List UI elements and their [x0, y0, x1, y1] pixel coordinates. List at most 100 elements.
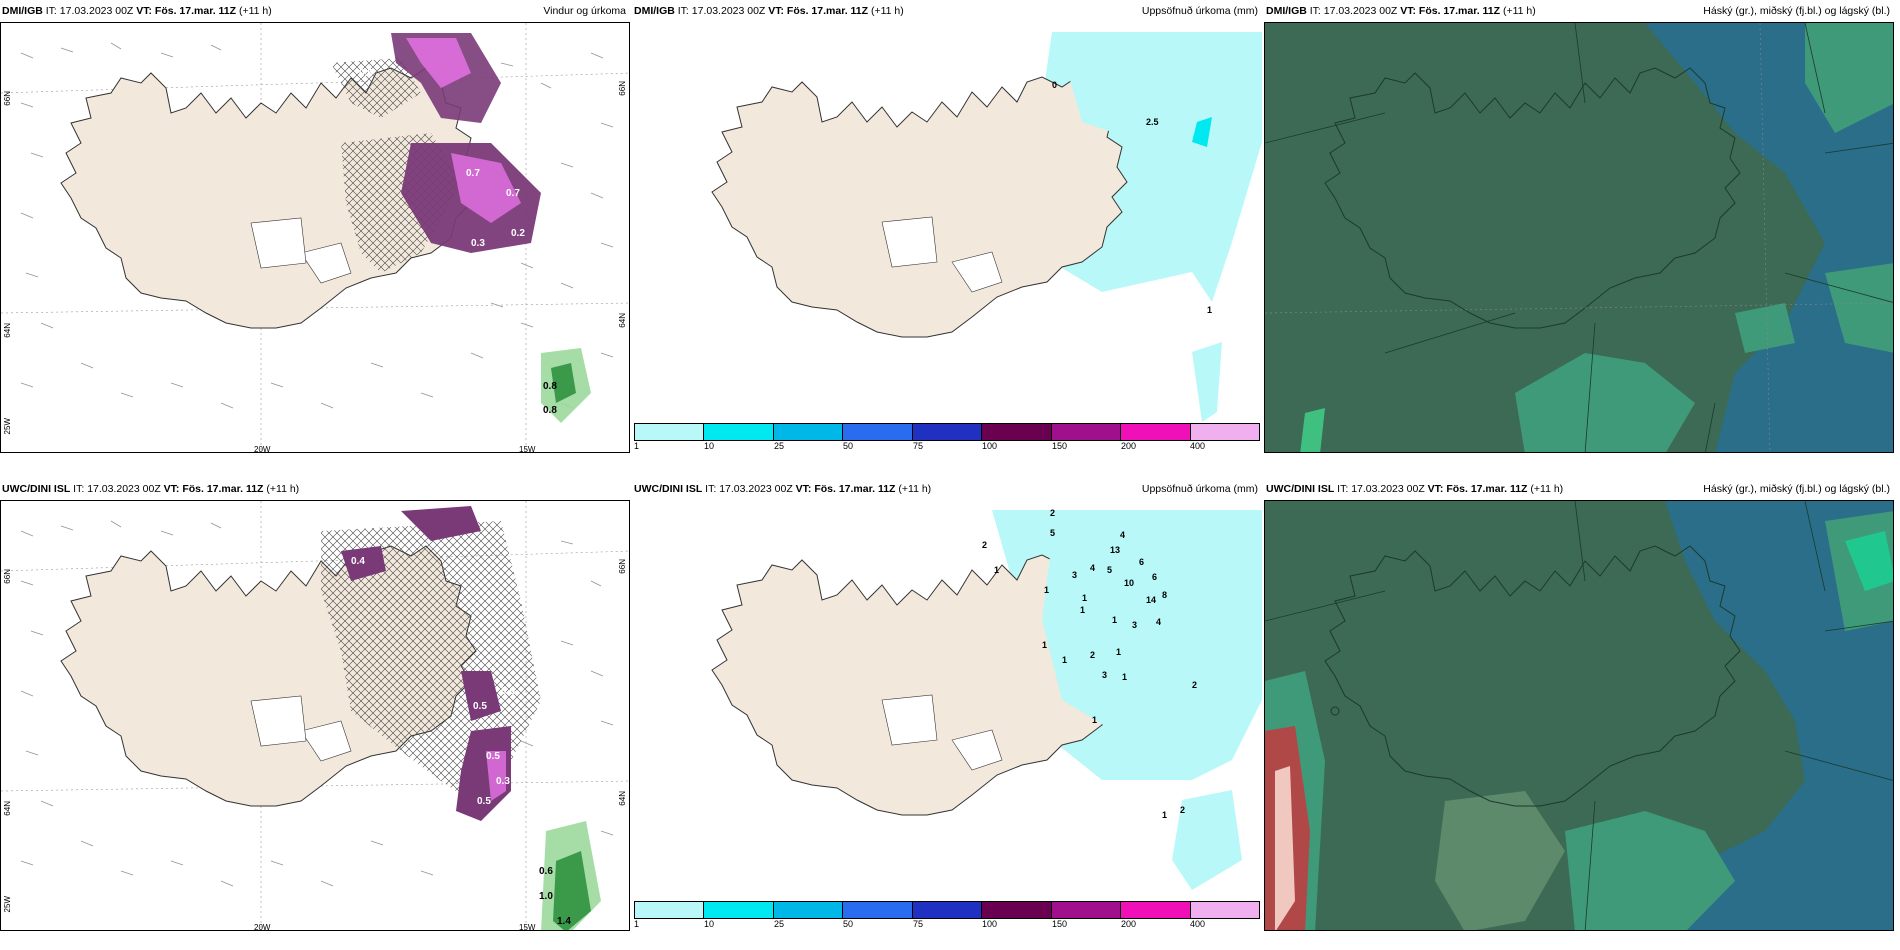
map-area[interactable]: 0.4 0.5 0.6 0.5 0.3 0.5 0.6 1.0 1.4 20W …: [0, 500, 630, 931]
lead-time: (+11 h): [266, 483, 300, 495]
precip-amount-label: 6: [1152, 572, 1158, 582]
lon-label-25w: 25W: [3, 418, 12, 435]
precip-amount-label: 1: [1080, 605, 1086, 615]
precip-value-label: 0.2: [511, 228, 525, 239]
lat-label-64n-right: 64N: [618, 313, 627, 328]
precip-value-label: 0.7: [506, 188, 520, 199]
colorbar-label: 200: [1121, 441, 1137, 451]
colorbar-label: 100: [982, 441, 998, 451]
panel-title: Uppsöfnuð úrkoma (mm): [1141, 483, 1258, 495]
precip-amount-label: 5: [1050, 528, 1056, 538]
model-name: UWC/DINI ISL: [634, 483, 703, 495]
precip-amount-label: 1: [994, 565, 1000, 575]
it-label: IT:: [45, 5, 57, 17]
model-name: DMI/IGB: [2, 5, 43, 17]
precip-value-label: 0.3: [471, 238, 485, 249]
colorbar-label: 50: [843, 919, 854, 929]
lat-label-66n: 66N: [3, 91, 12, 106]
lon-label-25w: 25W: [3, 896, 12, 913]
precip-amount-label: 2: [1180, 805, 1186, 815]
panel-title: Háský (gr.), miðský (fj.bl.) og lágský (…: [1703, 5, 1890, 17]
it-label: IT:: [73, 483, 85, 495]
colorbar-labels: 1 10 25 50 75 100 150 200 400: [634, 919, 1260, 931]
precip-amount-label: 1: [1207, 305, 1213, 315]
colorbar-label: 25: [774, 441, 785, 451]
colorbar-label: 1: [634, 919, 640, 929]
lead-time: (+11 h): [898, 483, 932, 495]
precip-amount-label: 1: [1044, 585, 1050, 595]
model-name: DMI/IGB: [1266, 5, 1307, 17]
precip-amount-label: 3: [1102, 670, 1108, 680]
precip-amount-label: 1: [1112, 615, 1118, 625]
colorbar-label: 25: [774, 919, 785, 929]
lat-label-66n-right: 66N: [618, 559, 627, 574]
precip-amount-label: 2.5: [1146, 117, 1159, 127]
init-time: 17.03.2023 00Z: [1323, 5, 1398, 17]
precip-value-label: 0.3: [496, 776, 510, 787]
lat-label-66n: 66N: [3, 569, 12, 584]
accumulated-precip-map: [632, 22, 1262, 453]
precip-amount-label: 1: [1042, 640, 1048, 650]
panel-header: UWC/DINI ISL IT: 17.03.2023 00Z VT: Fös.…: [0, 478, 630, 500]
map-area[interactable]: [1264, 500, 1894, 931]
precip-value-label: 0.5: [477, 796, 491, 807]
lon-label-15w: 15W: [519, 923, 536, 931]
precip-value-label: 0.6: [501, 686, 515, 697]
precip-amount-label: 1: [1092, 715, 1098, 725]
panel-header: DMI/IGB IT: 17.03.2023 00Z VT: Fös. 17.m…: [632, 0, 1262, 22]
panel-dmi-clouds: DMI/IGB IT: 17.03.2023 00Z VT: Fös. 17.m…: [1264, 0, 1894, 453]
precip-value-label: 0.6: [549, 173, 563, 184]
colorbar-swatch: [982, 424, 1052, 440]
precip-amount-label: 2: [1192, 680, 1198, 690]
map-area[interactable]: 0.5 0.7 0.7 0.6 0.3 0.2 0.2 0.8 0.8 20W …: [0, 22, 630, 453]
precip-amount-label: 1: [1162, 810, 1168, 820]
precip-amount-label: 1: [1122, 672, 1128, 682]
precip-amount-label: 4: [1120, 530, 1126, 540]
colorbar-label: 150: [1052, 441, 1068, 451]
colorbar-swatch: [773, 902, 844, 918]
panel-header: DMI/IGB IT: 17.03.2023 00Z VT: Fös. 17.m…: [1264, 0, 1894, 22]
it-label: IT:: [1337, 483, 1349, 495]
colorbar-swatch: [982, 902, 1052, 918]
map-area[interactable]: 0 2.5 1 1 10 25 50 75 100 150 200 400: [632, 22, 1262, 453]
valid-time: VT: Fös. 17.mar. 11Z: [1400, 5, 1501, 17]
model-name: DMI/IGB: [634, 5, 675, 17]
panel-header: UWC/DINI ISL IT: 17.03.2023 00Z VT: Fös.…: [632, 478, 1262, 500]
precip-amount-label: 1: [1116, 647, 1122, 657]
precip-value-label: 0.8: [543, 381, 557, 392]
precip-amount-label: 4: [1090, 563, 1096, 573]
precip-value-label: 1.4: [557, 916, 571, 927]
it-label: IT:: [705, 483, 717, 495]
it-label: IT:: [1309, 5, 1321, 17]
precip-amount-label: 0: [1052, 80, 1058, 90]
map-area[interactable]: [1264, 22, 1894, 453]
lead-time: (+11 h): [1502, 5, 1536, 17]
colorbar-label: 1: [634, 441, 640, 451]
init-time: 17.03.2023 00Z: [719, 483, 793, 495]
wind-precip-map: [1, 501, 629, 930]
precip-colorbar: [634, 423, 1260, 441]
init-time: 17.03.2023 00Z: [691, 5, 766, 17]
map-area[interactable]: 2 5 2 1 4 13 3 4 5 6 1 10 6 1 14 8 1 1 3…: [632, 500, 1262, 931]
valid-time: VT: Fös. 17.mar. 11Z: [136, 5, 237, 17]
colorbar-label: 10: [704, 441, 715, 451]
precip-amount-label: 14: [1146, 595, 1157, 605]
colorbar-swatch: [635, 902, 705, 918]
colorbar-swatch: [912, 902, 983, 918]
precip-value-label: 0.5: [359, 68, 373, 79]
colorbar-label: 200: [1121, 919, 1137, 929]
colorbar-swatch: [843, 902, 913, 918]
precip-amount-label: 5: [1107, 565, 1113, 575]
colorbar-swatch: [912, 424, 983, 440]
colorbar-swatch: [704, 902, 774, 918]
precip-amount-label: 2: [982, 540, 988, 550]
lat-label-64n: 64N: [3, 323, 12, 338]
colorbar-label: 75: [913, 441, 924, 451]
colorbar-label: 75: [913, 919, 924, 929]
lat-label-64n-right: 64N: [618, 791, 627, 806]
precip-value-label: 0.4: [351, 556, 365, 567]
colorbar-label: 10: [704, 919, 715, 929]
precip-value-label: 0.5: [486, 751, 500, 762]
precip-amount-label: 1: [1082, 593, 1088, 603]
colorbar-swatch: [1190, 424, 1259, 440]
